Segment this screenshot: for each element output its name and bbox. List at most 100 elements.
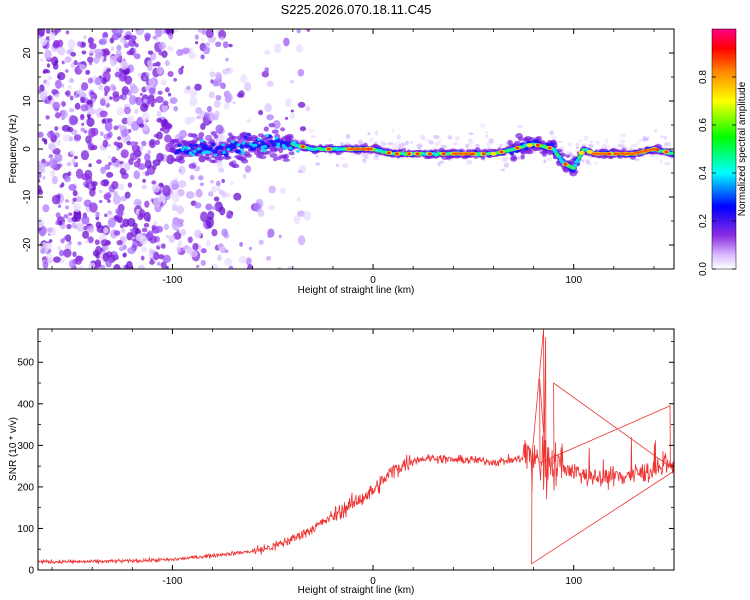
snr-y-label: SNR (10 * v/v): [8, 417, 19, 481]
x-tick-label: -100: [162, 275, 182, 286]
spectrogram-cell: [173, 77, 177, 82]
ridge-cell: [231, 135, 237, 141]
spectrogram-cell: [69, 78, 74, 84]
spectrogram-cell: [48, 239, 53, 243]
ridge-cell: [240, 148, 245, 152]
spectrogram-cell: [38, 217, 45, 228]
ridge-cell: [281, 144, 286, 148]
spectrogram-cell: [38, 166, 45, 173]
spectrogram-cell: [289, 79, 295, 84]
spectrogram-cell: [433, 134, 440, 140]
ridge-cell: [263, 126, 269, 132]
ridge-cell: [178, 158, 185, 164]
spectrogram-cell: [109, 83, 116, 91]
spectrogram-cell: [116, 44, 122, 51]
spectrogram-cell: [153, 251, 160, 261]
ridge-cell: [607, 152, 612, 155]
spectrogram-cell: [205, 216, 214, 229]
spectrogram-cell: [143, 98, 148, 104]
spectrogram-cell: [50, 170, 56, 177]
ridge-cell: [557, 155, 562, 159]
spectrogram-cell: [141, 227, 148, 233]
spectrogram-cell: [201, 37, 205, 42]
spectrogram-cell: [73, 60, 78, 66]
spectrogram-cell: [194, 229, 202, 239]
spectrogram-cell: [89, 91, 95, 96]
spectrogram-cell: [83, 226, 88, 231]
spectrogram-cell: [228, 43, 233, 48]
spectrogram-cell: [107, 131, 113, 138]
spectrogram-cell: [218, 254, 222, 259]
spectrogram-cell: [68, 108, 75, 113]
spectrogram-cell: [230, 180, 234, 186]
ridge-cell: [271, 129, 279, 134]
spectrogram-cell: [40, 248, 45, 254]
spectrogram-cell: [216, 187, 221, 192]
ridge-cell: [263, 145, 268, 149]
y-tick-label: 10: [22, 95, 33, 107]
spectrogram-cell: [258, 239, 264, 245]
ridge-cell: [386, 151, 391, 155]
ridge-cell: [241, 158, 249, 164]
spectrogram-cell: [111, 156, 117, 163]
spectrogram-cell: [144, 170, 150, 177]
spectrogram-cell: [95, 262, 102, 269]
spectrogram-cell: [147, 50, 154, 55]
spectrogram-cell: [397, 135, 402, 138]
spectrogram-cell: [379, 140, 386, 146]
ridge-cell: [236, 149, 242, 154]
spectrogram-cell: [73, 155, 78, 160]
spectrogram-cell: [43, 68, 49, 74]
spectrogram-cell: [70, 52, 77, 57]
spectrogram-cell: [142, 178, 146, 183]
spectrogram-cell: [60, 182, 65, 187]
spectrogram-cell: [517, 124, 523, 128]
ridge-cell: [394, 152, 399, 156]
y-tick-label: 100: [17, 524, 34, 535]
spectrogram-cell: [127, 115, 135, 123]
ridge-cell: [427, 152, 432, 156]
spectrogram-cell: [104, 120, 113, 132]
spectrogram-cell: [328, 138, 332, 142]
spectrogram-cell: [89, 202, 98, 213]
spectrogram-cell: [212, 80, 218, 87]
spectrogram-cell: [38, 89, 42, 94]
ridge-cell: [236, 143, 241, 147]
spectrogram-cell: [248, 246, 253, 251]
spectrogram-cell: [216, 160, 224, 169]
spectrogram-cell: [157, 261, 161, 266]
spectrogram-cell: [152, 165, 157, 170]
spectrogram-cell: [267, 232, 272, 239]
spectrogram-cell: [57, 72, 66, 81]
spectrogram-ridge: [169, 122, 674, 177]
spectrogram-cell: [258, 109, 264, 116]
spectrogram-cell: [58, 220, 63, 225]
spectrogram-cell: [219, 206, 226, 216]
spectrogram-cell: [160, 243, 166, 249]
spectrogram-cell: [107, 210, 113, 215]
spectrogram-cell: [297, 68, 305, 77]
ridge-cell: [286, 141, 292, 146]
y-tick-label: 200: [17, 482, 34, 493]
ridge-cell: [283, 146, 288, 150]
spectrogram-cell: [192, 242, 199, 251]
spectrogram-cell: [80, 104, 89, 112]
spectrogram-cell: [186, 85, 191, 91]
spectrogram-cell: [41, 162, 48, 168]
spectrogram-cell: [87, 223, 91, 227]
spectrogram-cell: [340, 156, 344, 161]
ridge-cell: [292, 142, 297, 146]
spectrogram-cell: [113, 230, 121, 236]
ridge-cell: [243, 135, 248, 140]
spectrogram-cell: [296, 29, 301, 34]
spectrogram-cell: [285, 98, 292, 108]
spectrogram-cell: [158, 183, 163, 187]
ridge-cell: [190, 146, 195, 151]
spectrogram-cell: [148, 87, 156, 95]
spectrogram-cell: [173, 29, 179, 33]
spectrogram-cell: [230, 211, 234, 215]
y-tick-label: 300: [17, 441, 34, 452]
ridge-cell: [509, 151, 515, 156]
spectrogram-cell: [100, 264, 106, 269]
spectrogram-cell: [99, 98, 106, 106]
